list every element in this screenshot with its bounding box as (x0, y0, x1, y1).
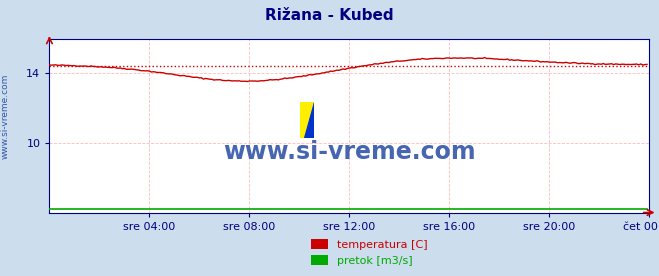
Text: www.si-vreme.com: www.si-vreme.com (223, 140, 476, 164)
Legend: temperatura [C], pretok [m3/s]: temperatura [C], pretok [m3/s] (306, 234, 432, 270)
Text: www.si-vreme.com: www.si-vreme.com (1, 73, 10, 159)
Text: Rižana - Kubed: Rižana - Kubed (265, 8, 394, 23)
Polygon shape (304, 102, 314, 138)
